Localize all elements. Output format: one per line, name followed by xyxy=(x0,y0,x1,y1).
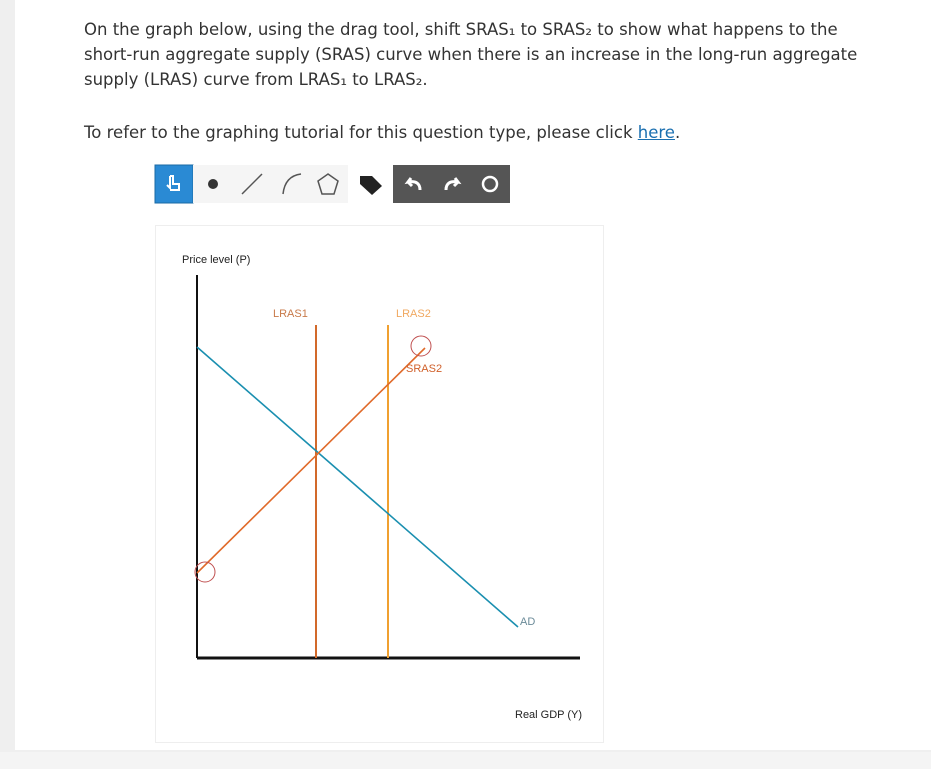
label-tool-button[interactable] xyxy=(360,176,382,195)
history-tools xyxy=(393,165,510,203)
tutorial-text: To refer to the graphing tutorial for th… xyxy=(84,123,638,142)
tutorial-end: . xyxy=(674,123,681,142)
polygon-tool-button[interactable] xyxy=(317,173,339,195)
point-tool-button[interactable] xyxy=(208,179,218,189)
tutorial-link[interactable]: here xyxy=(637,123,675,142)
lras1-label: LRAS1 xyxy=(273,308,308,320)
line-tool-button[interactable] xyxy=(241,173,263,195)
tutorial-line: To refer to the graphing tutorial for th… xyxy=(84,120,884,145)
reset-button[interactable] xyxy=(481,175,499,193)
ad-curve xyxy=(196,346,519,628)
x-axis-label: Real GDP (Y) xyxy=(515,709,582,721)
redo-button[interactable] xyxy=(444,177,462,191)
footer-bar xyxy=(0,752,931,769)
curve-tool-button[interactable] xyxy=(282,173,302,195)
ad-label: AD xyxy=(520,616,535,628)
y-axis-label: Price level (P) xyxy=(182,254,250,266)
undo-button[interactable] xyxy=(404,177,422,191)
question-prompt: On the graph below, using the drag tool,… xyxy=(84,20,858,89)
graph-area xyxy=(155,225,604,743)
drag-handle[interactable] xyxy=(194,561,216,583)
lras2-label: LRAS2 xyxy=(396,308,431,320)
drag-handle[interactable] xyxy=(410,335,432,357)
sras-curve[interactable] xyxy=(196,347,426,574)
toolbar xyxy=(154,164,510,204)
sras2-label: SRAS2 xyxy=(406,363,442,375)
drawing-tools xyxy=(193,165,348,203)
drag-icon xyxy=(166,175,180,191)
